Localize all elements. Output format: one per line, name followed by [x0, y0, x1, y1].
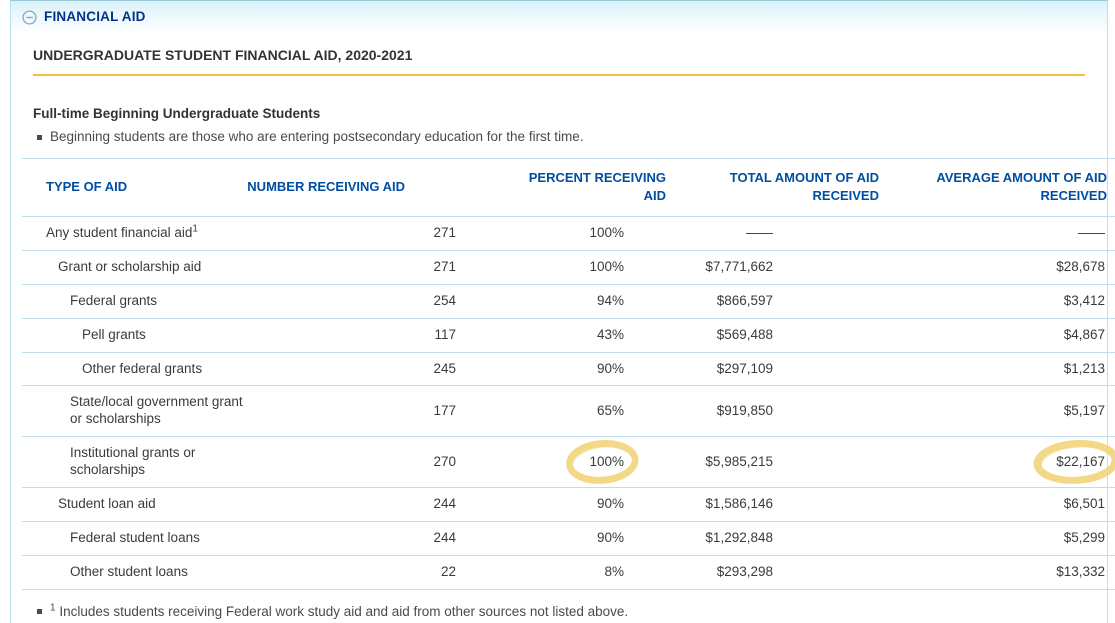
table-row: Federal student loans 244 90% $1,292,848 $5,…	[22, 521, 1115, 556]
section-content: UNDERGRADUATE STUDENT FINANCIAL AID, 202…	[11, 47, 1115, 619]
table-row: Any student financial aid1 271 100% —— ——	[22, 216, 1115, 251]
cell-total: $7,771,662	[671, 250, 883, 285]
cell-type-of-aid: Other student loans	[22, 555, 252, 590]
table-row: Other federal grants 245 90% $297,109 $1,213	[22, 352, 1115, 387]
square-bullet-icon	[37, 608, 42, 614]
cell-average: $22,167	[883, 436, 1115, 488]
table-row: Other student loans 22 8% $293,298 $13,332	[22, 555, 1115, 590]
cell-total: $1,586,146	[671, 487, 883, 522]
cell-type-of-aid: Any student financial aid1	[22, 216, 252, 251]
cell-total: $297,109	[671, 352, 883, 387]
cell-number: 244	[252, 487, 471, 522]
cell-percent: 100%	[471, 216, 671, 251]
footnote-text-line: 1 Includes students receiving Federal wo…	[50, 602, 629, 619]
table-row: State/local government grant or scholars…	[22, 385, 1115, 438]
cell-number: 254	[252, 284, 471, 319]
cell-average: $4,867	[883, 318, 1115, 353]
column-header-total-amount-of-aid-received: TOTAL AMOUNT OF AID RECEIVED	[671, 157, 883, 218]
cell-type-of-aid: Student loan aid	[22, 487, 252, 522]
intro-bullet-text: Beginning students are those who are ent…	[50, 129, 584, 144]
collapse-minus-icon[interactable]	[22, 10, 37, 25]
cell-average: $28,678	[883, 250, 1115, 285]
highlighted-value: 100%	[566, 439, 639, 484]
cell-average: $5,299	[883, 521, 1115, 556]
cell-total: $866,597	[671, 284, 883, 319]
cell-number: 271	[252, 216, 471, 251]
footnote-text: Includes students receiving Federal work…	[59, 603, 629, 619]
yellow-highlight-ring	[566, 439, 639, 484]
cell-total: $569,488	[671, 318, 883, 353]
cell-number: 270	[252, 436, 471, 488]
cell-number: 244	[252, 521, 471, 556]
cell-total: $919,850	[671, 385, 883, 438]
section-title: FINANCIAL AID	[44, 9, 146, 24]
cell-total: $1,292,848	[671, 521, 883, 556]
cell-total: $293,298	[671, 555, 883, 590]
financial-aid-panel: FINANCIAL AID UNDERGRADUATE STUDENT FINA…	[10, 0, 1115, 623]
intro-bullet: Beginning students are those who are ent…	[37, 129, 1096, 144]
aid-table: TYPE OF AID NUMBER RECEIVING AID PERCENT R…	[22, 157, 1115, 590]
table-row: Institutional grants or scholarships 270 1…	[22, 436, 1115, 488]
cell-percent: 90%	[471, 487, 671, 522]
table-row: Grant or scholarship aid 271 100% $7,771,66…	[22, 250, 1115, 285]
column-header-number-receiving-aid: NUMBER RECEIVING AID	[247, 157, 471, 218]
column-header-percent-receiving-aid: PERCENT RECEIVING AID	[471, 157, 671, 218]
cell-total: ——	[671, 216, 883, 251]
footnote-marker: 1	[192, 223, 198, 235]
cell-average: $6,501	[883, 487, 1115, 522]
cell-average: $3,412	[883, 284, 1115, 319]
cell-total: $5,985,215	[671, 436, 883, 488]
cell-type-of-aid: Institutional grants or scholarships	[22, 436, 252, 488]
cell-percent: 90%	[471, 521, 671, 556]
gold-divider	[33, 74, 1085, 76]
cell-number: 22	[252, 555, 471, 590]
table-row: Student loan aid 244 90% $1,586,146 $6,501	[22, 487, 1115, 522]
cell-number: 245	[252, 352, 471, 387]
column-header-average-amount-of-aid-received: AVERAGE AMOUNT OF AID RECEIVED	[883, 157, 1115, 218]
cell-type-of-aid: Other federal grants	[22, 352, 252, 387]
footnote: 1 Includes students receiving Federal wo…	[37, 602, 1096, 619]
highlighted-value: $22,167	[1033, 439, 1115, 484]
cell-percent: 65%	[471, 385, 671, 438]
intro-heading: Full-time Beginning Undergraduate Studen…	[33, 106, 321, 121]
cell-type-of-aid: State/local government grant or scholars…	[22, 385, 252, 438]
cell-average: $5,197	[883, 385, 1115, 438]
report-title: UNDERGRADUATE STUDENT FINANCIAL AID, 202…	[33, 47, 413, 63]
cell-number: 177	[252, 385, 471, 438]
cell-percent: 94%	[471, 284, 671, 319]
cell-percent: 43%	[471, 318, 671, 353]
cell-number: 117	[252, 318, 471, 353]
cell-average: $1,213	[883, 352, 1115, 387]
cell-average: $13,332	[883, 555, 1115, 590]
cell-percent: 100%	[471, 250, 671, 285]
cell-percent: 100%	[471, 436, 671, 488]
table-row: Pell grants 117 43% $569,488 $4,867	[22, 318, 1115, 353]
cell-type-of-aid: Federal grants	[22, 284, 252, 319]
section-header: FINANCIAL AID	[11, 1, 1107, 35]
square-bullet-icon	[37, 135, 42, 140]
cell-type-of-aid: Federal student loans	[22, 521, 252, 556]
cell-percent: 90%	[471, 352, 671, 387]
cell-type-of-aid: Grant or scholarship aid	[22, 250, 252, 285]
cell-percent: 8%	[471, 555, 671, 590]
table-row: Federal grants 254 94% $866,597 $3,412	[22, 284, 1115, 319]
cell-type-of-aid: Pell grants	[22, 318, 252, 353]
table-header-row: TYPE OF AID NUMBER RECEIVING AID PERCENT R…	[22, 157, 1115, 218]
footnote-marker: 1	[50, 602, 56, 614]
cell-average: ——	[883, 216, 1115, 251]
cell-number: 271	[252, 250, 471, 285]
column-header-type-of-aid: TYPE OF AID	[22, 157, 252, 218]
yellow-highlight-ring	[1033, 439, 1115, 484]
